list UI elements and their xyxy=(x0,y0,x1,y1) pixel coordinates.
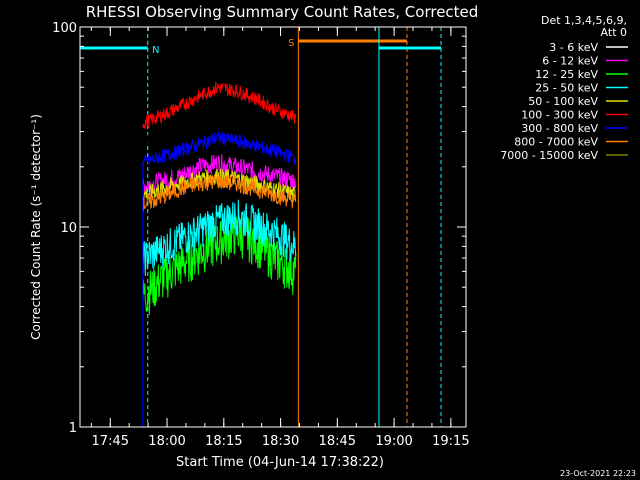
legend-entry-label: 7000 - 15000 keV xyxy=(500,149,598,162)
series-line xyxy=(142,215,297,316)
x-tick-label: 18:30 xyxy=(262,434,299,449)
chart-title: RHESSI Observing Summary Count Rates, Co… xyxy=(86,3,479,21)
x-tick-label: 18:45 xyxy=(319,434,356,449)
x-tick-label: 17:45 xyxy=(92,434,129,449)
x-axis-label: Start Time (04-Jun-14 17:38:22) xyxy=(176,455,384,470)
legend-entry-label: 300 - 800 keV xyxy=(521,122,598,135)
x-axis: 17:45 18:00 18:15 18:30 18:45 19:00 19:15 xyxy=(90,27,470,449)
y-axis: 1 10 100 xyxy=(52,21,466,436)
series-line xyxy=(142,131,297,168)
legend-entry-label: 100 - 300 keV xyxy=(521,109,598,122)
legend-entry-label: 3 - 6 keV xyxy=(549,41,598,54)
x-tick-label: 18:15 xyxy=(205,434,242,449)
flag-label: S xyxy=(288,38,294,49)
series-line xyxy=(142,109,296,149)
y-tick-label: 1 xyxy=(69,421,77,436)
plot-area: NS xyxy=(79,27,442,427)
series-line xyxy=(142,174,297,212)
legend-entry-label: 12 - 25 keV xyxy=(535,68,598,81)
y-tick-label: 100 xyxy=(52,21,77,36)
legend-entry-label: 800 - 7000 keV xyxy=(514,136,598,149)
x-tick-label: 19:00 xyxy=(375,434,412,449)
flag-label: N xyxy=(152,45,159,56)
legend-header-line-1: Det 1,3,4,5,6,9, xyxy=(541,14,627,27)
x-tick-label: 19:15 xyxy=(432,434,469,449)
legend-entry-label: 25 - 50 keV xyxy=(535,82,598,95)
x-tick-label: 18:00 xyxy=(148,434,185,449)
series-line xyxy=(142,81,297,129)
series-line xyxy=(142,199,297,277)
legend-header-line-2: Att 0 xyxy=(601,26,627,39)
footer-timestamp: 23-Oct-2021 22:23 xyxy=(560,469,636,478)
y-axis-label: Corrected Count Rate (s⁻¹ detector⁻¹) xyxy=(29,114,43,340)
y-tick-label: 10 xyxy=(60,221,77,236)
legend-entry-label: 6 - 12 keV xyxy=(542,55,598,68)
legend-entry-label: 50 - 100 keV xyxy=(528,95,598,108)
